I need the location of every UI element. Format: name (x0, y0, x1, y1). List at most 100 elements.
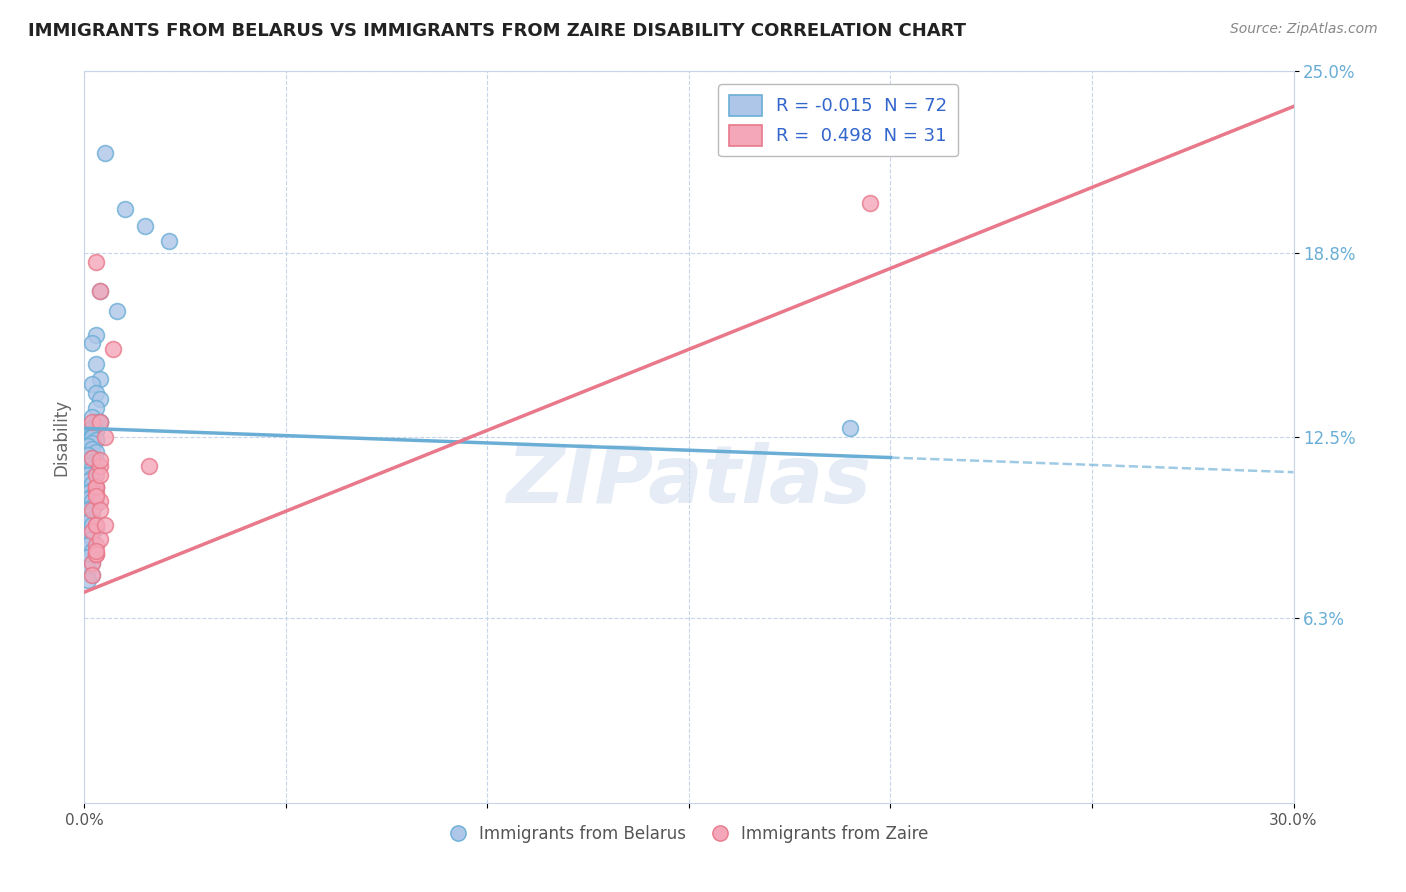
Point (86, 421, 108, 435)
Point (86, 433, 108, 447)
Point (82, 567, 104, 582)
Point (89, 284, 111, 298)
Point (839, 421, 862, 435)
Point (77, 459, 100, 474)
Point (82, 450, 104, 465)
Point (89, 416, 111, 430)
Point (89, 371, 111, 385)
Point (82, 416, 104, 430)
Point (101, 343, 124, 357)
Point (89, 392, 111, 406)
Point (77, 436, 100, 450)
Point (86, 497, 108, 511)
Point (82, 533, 104, 547)
Point (86, 517, 108, 532)
Point (89, 459, 111, 474)
Point (82, 544, 104, 558)
Y-axis label: Disability: Disability (52, 399, 70, 475)
Point (86, 468, 108, 483)
Point (82, 427, 104, 442)
Point (77, 509, 100, 524)
Point (89, 284, 111, 298)
Point (134, 219, 156, 234)
Legend: Immigrants from Belarus, Immigrants from Zaire: Immigrants from Belarus, Immigrants from… (443, 818, 935, 849)
Point (82, 494, 104, 508)
Point (86, 433, 108, 447)
Point (82, 500, 104, 515)
Point (77, 503, 100, 517)
Point (86, 357, 108, 371)
Point (77, 439, 100, 453)
Point (82, 436, 104, 450)
Point (77, 526, 100, 541)
Point (86, 538, 108, 552)
Point (82, 471, 104, 485)
Point (859, 196, 882, 211)
Point (105, 304, 128, 318)
Point (82, 421, 104, 435)
Point (93, 430, 115, 444)
Point (89, 416, 111, 430)
Text: ZIPatlas: ZIPatlas (506, 442, 872, 520)
Point (82, 462, 104, 476)
Point (86, 424, 108, 438)
Point (89, 416, 111, 430)
Point (82, 450, 104, 465)
Point (82, 489, 104, 503)
Point (77, 549, 100, 564)
Point (86, 480, 108, 494)
Point (82, 503, 104, 517)
Point (82, 430, 104, 444)
Point (82, 556, 104, 570)
Point (77, 448, 100, 462)
Point (86, 327, 108, 342)
Point (89, 468, 111, 483)
Point (86, 547, 108, 561)
Point (82, 476, 104, 491)
Point (77, 562, 100, 576)
Point (86, 489, 108, 503)
Point (82, 457, 104, 471)
Point (86, 517, 108, 532)
Point (82, 433, 104, 447)
Point (77, 485, 100, 500)
Point (86, 424, 108, 438)
Point (77, 439, 100, 453)
Point (86, 444, 108, 458)
Point (86, 421, 108, 435)
Text: IMMIGRANTS FROM BELARUS VS IMMIGRANTS FROM ZAIRE DISABILITY CORRELATION CHART: IMMIGRANTS FROM BELARUS VS IMMIGRANTS FR… (28, 22, 966, 40)
Point (86, 547, 108, 561)
Point (86, 485, 108, 500)
Point (86, 465, 108, 479)
Point (77, 468, 100, 483)
Point (82, 336, 104, 351)
Point (82, 567, 104, 582)
Point (86, 386, 108, 401)
Point (86, 544, 108, 558)
Point (77, 424, 100, 438)
Point (77, 574, 100, 588)
Point (86, 254, 108, 268)
Point (77, 515, 100, 529)
Point (93, 146, 115, 161)
Point (138, 459, 160, 474)
Point (86, 480, 108, 494)
Point (82, 506, 104, 520)
Point (77, 538, 100, 552)
Point (82, 512, 104, 526)
Point (77, 491, 100, 506)
Point (82, 409, 104, 424)
Point (89, 503, 111, 517)
Point (82, 377, 104, 392)
Point (114, 202, 136, 216)
Point (89, 494, 111, 508)
Point (86, 480, 108, 494)
Point (82, 524, 104, 538)
Point (82, 442, 104, 456)
Text: Source: ZipAtlas.com: Source: ZipAtlas.com (1230, 22, 1378, 37)
Point (82, 483, 104, 497)
Point (82, 517, 104, 532)
Point (86, 401, 108, 415)
Point (82, 430, 104, 444)
Point (82, 556, 104, 570)
